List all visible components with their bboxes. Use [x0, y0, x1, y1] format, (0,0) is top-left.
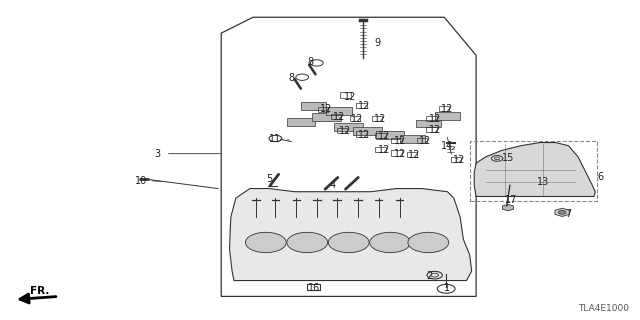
Text: 12: 12 [429, 114, 441, 124]
Polygon shape [474, 142, 595, 196]
Polygon shape [415, 120, 441, 127]
Circle shape [370, 232, 410, 252]
Text: 4: 4 [330, 180, 336, 190]
Polygon shape [435, 112, 460, 120]
Text: 15: 15 [502, 153, 514, 164]
Text: 12: 12 [358, 130, 371, 140]
Text: 8: 8 [288, 73, 294, 83]
Text: 12: 12 [394, 149, 406, 159]
Text: 9: 9 [374, 38, 380, 48]
Text: 8: 8 [307, 57, 314, 67]
Polygon shape [376, 131, 404, 139]
Text: 6: 6 [597, 172, 604, 182]
Text: 12: 12 [374, 114, 387, 124]
Polygon shape [555, 208, 570, 216]
Text: 2: 2 [426, 271, 433, 281]
Text: 12: 12 [358, 101, 371, 111]
Polygon shape [312, 113, 340, 121]
Text: 5: 5 [266, 174, 272, 184]
Text: 10: 10 [136, 176, 148, 186]
Circle shape [408, 232, 449, 252]
Text: 12: 12 [378, 146, 390, 156]
Polygon shape [301, 102, 326, 110]
Text: 17: 17 [505, 195, 517, 205]
Text: 12: 12 [408, 150, 420, 160]
Text: 11: 11 [269, 134, 282, 144]
Text: 12: 12 [351, 114, 363, 124]
Polygon shape [399, 135, 425, 143]
Text: 12: 12 [339, 126, 351, 136]
Text: FR.: FR. [30, 286, 49, 296]
Text: 12: 12 [378, 131, 390, 141]
Circle shape [558, 211, 566, 214]
Circle shape [328, 232, 369, 252]
Text: 12: 12 [441, 104, 454, 114]
Text: 12: 12 [419, 136, 431, 146]
Text: 12: 12 [344, 92, 356, 101]
Text: 12: 12 [320, 104, 333, 114]
Text: 13: 13 [537, 177, 549, 187]
Text: TLA4E1000: TLA4E1000 [578, 304, 629, 313]
Circle shape [287, 232, 328, 252]
Polygon shape [230, 188, 472, 281]
Polygon shape [287, 118, 316, 126]
Text: 12: 12 [452, 155, 465, 165]
Text: 12: 12 [333, 112, 346, 122]
Polygon shape [502, 204, 513, 211]
Text: 16: 16 [307, 284, 320, 293]
Text: 7: 7 [565, 209, 572, 219]
Polygon shape [326, 107, 352, 115]
Text: 14: 14 [442, 141, 454, 151]
Text: 12: 12 [394, 136, 406, 146]
Polygon shape [334, 123, 363, 131]
Text: 3: 3 [154, 149, 161, 159]
Circle shape [246, 232, 286, 252]
Text: 1: 1 [444, 284, 451, 293]
Polygon shape [353, 127, 382, 135]
Text: 12: 12 [429, 125, 441, 135]
